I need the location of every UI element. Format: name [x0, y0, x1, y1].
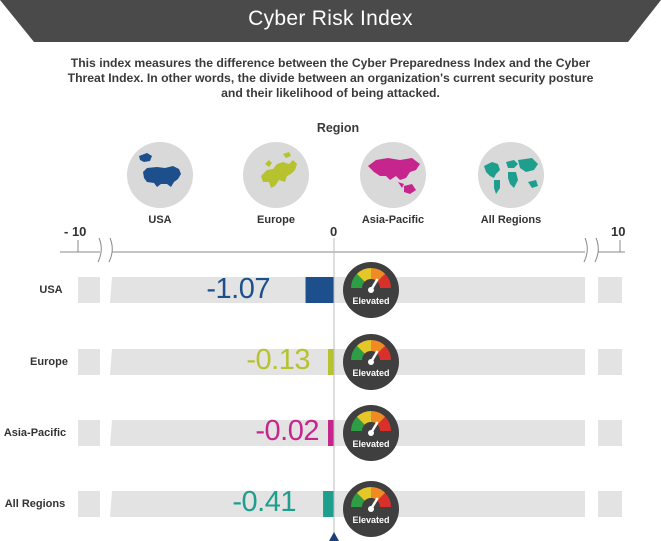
gauge-hub: [368, 506, 374, 512]
track-left-stub: [78, 420, 100, 446]
axis-break-mark: [594, 237, 599, 263]
tick-label-zero: 0: [330, 224, 338, 239]
gauge-dial-icon: [343, 262, 399, 318]
risk-gauge-usa: Elevated: [342, 261, 400, 319]
banner-shape: [0, 0, 661, 42]
region-label-usa: USA: [148, 214, 172, 226]
bar-usa: [305, 277, 334, 303]
value-label-asia-pacific: -0.02: [255, 415, 319, 447]
track-left-stub: [78, 349, 100, 375]
gauge-status-usa: Elevated: [352, 296, 390, 306]
row-label-europe: Europe: [30, 356, 68, 368]
gauge-hub: [368, 287, 374, 293]
gauge-hub: [368, 430, 374, 436]
bar-europe: [328, 349, 334, 375]
value-label-usa: -1.07: [206, 273, 270, 305]
bar-asia-pacific: [328, 420, 334, 446]
axis-break-mark: [108, 237, 113, 263]
value-label-europe: -0.13: [246, 344, 310, 376]
risk-gauge-asia-pacific: Elevated: [342, 404, 400, 462]
gauge-status-europe: Elevated: [352, 368, 390, 378]
gauge-hub: [368, 359, 374, 365]
zero-axis-arrow: [329, 532, 339, 541]
track-right-stub: [598, 420, 622, 446]
track-right-stub: [598, 277, 622, 303]
description-text: This index measures the difference betwe…: [67, 56, 594, 100]
gauge-dial-icon: [343, 481, 399, 537]
axis-break-mark: [583, 237, 588, 263]
track-left-stub: [78, 277, 100, 303]
gauge-dial-icon: [343, 405, 399, 461]
europe-map-icon: [243, 142, 309, 208]
title-banner: Cyber Risk Index: [0, 0, 661, 42]
gauge-status-asia-pacific: Elevated: [352, 439, 390, 449]
tick-label-max: 10: [611, 224, 626, 239]
value-label-all-regions: -0.41: [232, 486, 296, 518]
track-right-stub: [598, 349, 622, 375]
gauge-status-all-regions: Elevated: [352, 515, 390, 525]
row-label-all-regions: All Regions: [4, 498, 66, 510]
region-label-asia-pacific: Asia-Pacific: [361, 214, 425, 226]
region-label-all-regions: All Regions: [480, 214, 542, 226]
risk-gauge-europe: Elevated: [342, 333, 400, 391]
world-map-icon: [478, 142, 544, 208]
axis-break-mark: [97, 237, 102, 263]
row-label-usa: USA: [39, 284, 63, 296]
asia-pacific-map-icon: [360, 142, 426, 208]
usa-map-icon: [127, 142, 193, 208]
track-left-stub: [78, 491, 100, 517]
region-heading: Region: [316, 121, 360, 135]
row-label-asia-pacific: Asia-Pacific: [3, 427, 67, 439]
track-right-stub: [598, 491, 622, 517]
bar-all-regions: [323, 491, 334, 517]
tick-label-min: - 10: [64, 224, 87, 239]
page-title: Cyber Risk Index: [248, 7, 413, 30]
region-label-europe: Europe: [257, 214, 295, 226]
risk-gauge-all-regions: Elevated: [342, 480, 400, 538]
gauge-dial-icon: [343, 334, 399, 390]
